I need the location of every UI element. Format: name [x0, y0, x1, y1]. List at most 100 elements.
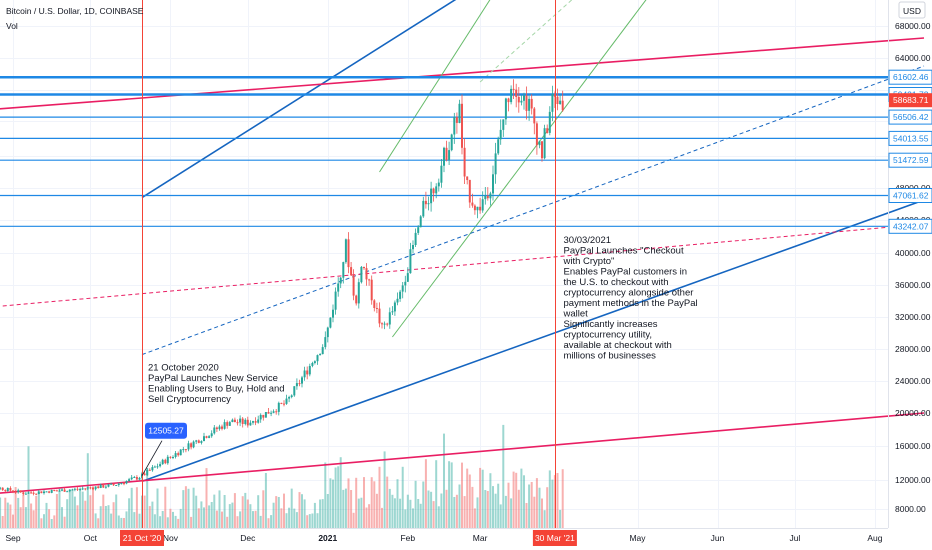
- volume-bar: [182, 490, 185, 528]
- volume-bar: [246, 499, 249, 528]
- candle-body: [301, 377, 303, 384]
- volume-bar: [319, 499, 322, 528]
- candle-body: [285, 398, 288, 404]
- level-axis-label: [888, 188, 932, 203]
- candle-body: [412, 245, 414, 250]
- badge-pointer: [141, 440, 163, 476]
- volume-bar: [55, 494, 58, 528]
- volume-bar: [321, 499, 324, 528]
- volume-bar: [288, 507, 291, 528]
- candle-body: [156, 466, 159, 468]
- volume-bar: [252, 511, 254, 528]
- volume-bar: [533, 496, 536, 528]
- volume-bar: [169, 508, 172, 528]
- volume-bar: [437, 506, 440, 528]
- volume-bar: [30, 503, 33, 528]
- candle-body: [115, 485, 118, 486]
- volume-bar: [308, 514, 311, 528]
- last-price-label: [889, 93, 932, 108]
- volume-bar: [45, 502, 48, 528]
- volume-bar: [231, 502, 234, 528]
- candle-body: [355, 295, 358, 304]
- time-axis[interactable]: Sep Oct Nov Dec 2021 Feb Mar May Jun Jul Aug 21 Oct…: [5, 530, 883, 546]
- level-axis-text: 47061.62: [893, 191, 929, 201]
- volume-bar: [174, 515, 177, 528]
- volume-bar: [512, 471, 515, 528]
- annotation-line: millions of businesses: [564, 351, 657, 362]
- currency-label[interactable]: USD: [903, 6, 921, 16]
- y-tick-label: 68000.00: [895, 21, 931, 31]
- volume-bar: [17, 497, 20, 528]
- volume-bar: [148, 506, 151, 528]
- candle-body: [215, 427, 218, 430]
- candle-body: [14, 491, 17, 493]
- volume-bar: [257, 495, 260, 528]
- level-axis-label: [888, 218, 932, 234]
- volume-bar: [551, 479, 554, 528]
- annotation-line: Enables PayPal customers in: [564, 267, 688, 278]
- volume-bar: [35, 496, 38, 528]
- candle-body: [45, 491, 48, 493]
- volume-bar: [412, 508, 414, 528]
- level-axis-text: 56506.42: [893, 112, 929, 122]
- volume-bar: [510, 498, 513, 528]
- volume-bar: [422, 481, 425, 528]
- volume-bar: [161, 511, 164, 528]
- volume-bar: [61, 507, 63, 528]
- candle-body: [399, 291, 402, 299]
- volume-bar: [50, 519, 53, 528]
- volume-bar: [4, 497, 7, 528]
- candle-body: [308, 366, 311, 375]
- candle-body: [520, 100, 523, 103]
- currency-button[interactable]: [898, 1, 926, 19]
- candle-body: [233, 419, 236, 423]
- candle-body: [450, 134, 453, 151]
- candle-body: [319, 354, 322, 356]
- volume-bar: [329, 478, 332, 528]
- candle-body: [561, 100, 564, 111]
- y-tick-label: 40000.00: [895, 248, 931, 258]
- volume-bar: [543, 510, 546, 528]
- volume-bar: [463, 496, 466, 528]
- candle-body: [497, 139, 500, 154]
- candle-body: [272, 411, 275, 413]
- annotation-line: 21 October 2020: [148, 363, 219, 374]
- candle-body: [535, 123, 538, 146]
- volume-bar: [66, 499, 69, 528]
- volume-bar: [370, 477, 373, 528]
- volume-bar: [476, 497, 479, 528]
- level-axis-text: 51472.59: [893, 155, 929, 165]
- candle-body: [375, 308, 378, 309]
- volume-bars: [0, 424, 564, 528]
- volume-bar: [342, 489, 345, 528]
- volume-bar: [79, 488, 82, 528]
- candle-body: [321, 347, 324, 355]
- candle-body: [559, 100, 562, 104]
- volume-bar: [12, 514, 14, 528]
- volume-bar: [102, 494, 105, 528]
- level-axis-label: [888, 69, 932, 85]
- candle-body: [9, 488, 12, 491]
- volume-bar: [504, 495, 507, 528]
- volume-bar: [262, 490, 265, 528]
- candle-body: [174, 453, 177, 457]
- candle-body: [427, 203, 430, 205]
- candle-body: [84, 488, 87, 490]
- volume-bar: [184, 486, 187, 528]
- candle-body: [92, 487, 94, 490]
- volume-bar: [347, 478, 350, 528]
- candle-body: [471, 202, 474, 206]
- volume-bar: [208, 505, 211, 528]
- candle-body: [548, 111, 551, 133]
- volume-bar: [97, 518, 100, 528]
- volume-bar: [414, 480, 417, 528]
- candle-body: [396, 298, 399, 303]
- trend-line: [141, 199, 925, 483]
- volume-bar: [450, 462, 453, 528]
- volume-bar: [468, 474, 471, 528]
- price-axis[interactable]: 8000.00 12000.00 16000.00 20000.00 24000.00 2…: [888, 21, 932, 514]
- candle-body: [378, 308, 381, 324]
- candle-body: [383, 323, 386, 325]
- volume-bar: [492, 486, 494, 528]
- candle-body: [381, 323, 383, 325]
